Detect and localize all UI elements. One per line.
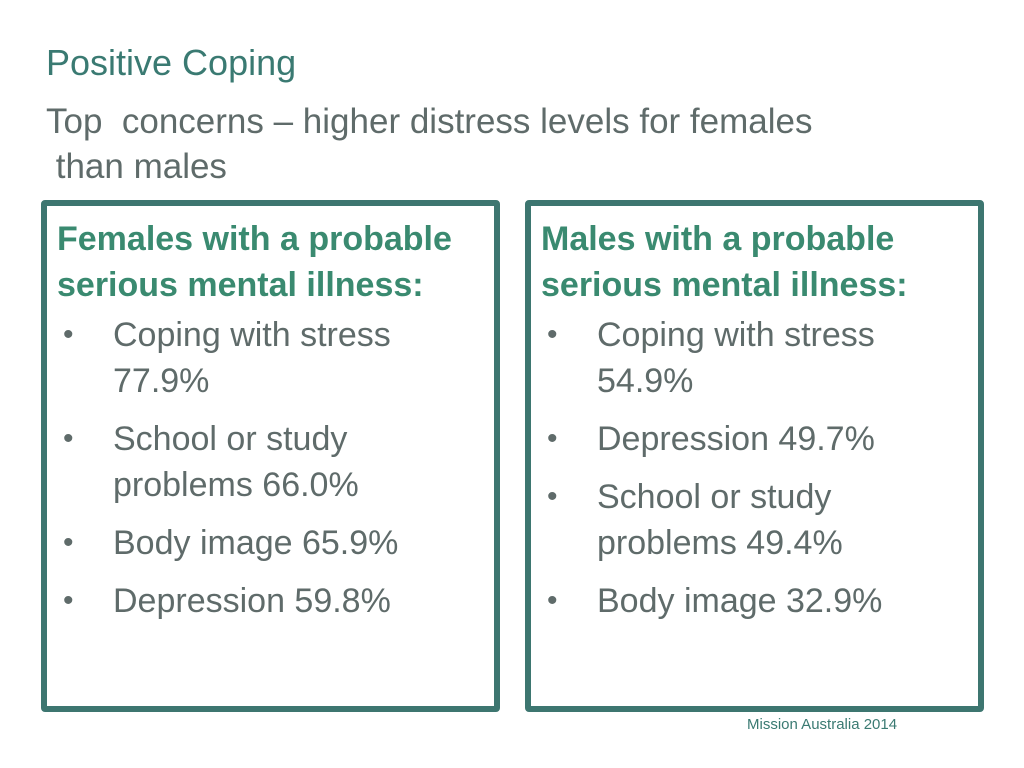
list-item-text: Coping with stress 54.9% — [597, 316, 875, 400]
list-item-text: Body image 32.9% — [597, 582, 883, 620]
bullet-icon: • — [63, 318, 74, 351]
list-item-text: Body image 65.9% — [113, 524, 399, 562]
list-item: • Coping with stress 54.9% — [541, 312, 968, 404]
list-item-text: School or study problems 66.0% — [113, 420, 359, 504]
bullet-icon: • — [547, 318, 558, 351]
females-concerns-list: • Coping with stress 77.9% • School or stu… — [57, 312, 480, 624]
list-item: • Body image 65.9% — [57, 520, 480, 566]
males-box-heading: Males with a probable serious mental ill… — [541, 220, 908, 304]
list-item: • Coping with stress 77.9% — [57, 312, 480, 404]
bullet-icon: • — [547, 422, 558, 455]
females-box-heading: Females with a probable serious mental i… — [57, 220, 452, 304]
list-item-text: Coping with stress 77.9% — [113, 316, 391, 400]
list-item-text: Depression 59.8% — [113, 582, 391, 620]
list-item: • Depression 59.8% — [57, 578, 480, 624]
slide-subtitle: Top concerns – higher distress levels fo… — [46, 102, 813, 186]
slide-title: Positive Coping — [46, 42, 297, 83]
bullet-icon: • — [547, 584, 558, 617]
bullet-icon: • — [63, 584, 74, 617]
list-item-text: School or study problems 49.4% — [597, 478, 843, 562]
list-item-text: Depression 49.7% — [597, 420, 875, 458]
list-item: • School or study problems 66.0% — [57, 416, 480, 508]
bullet-icon: • — [63, 526, 74, 559]
females-box: Females with a probable serious mental i… — [41, 200, 500, 712]
bullet-icon: • — [63, 422, 74, 455]
males-concerns-list: • Coping with stress 54.9% • Depression 49… — [541, 312, 968, 624]
list-item: • School or study problems 49.4% — [541, 474, 968, 566]
bullet-icon: • — [547, 480, 558, 513]
list-item: • Body image 32.9% — [541, 578, 968, 624]
source-footer: Mission Australia 2014 — [747, 716, 898, 733]
males-box: Males with a probable serious mental ill… — [525, 200, 984, 712]
list-item: • Depression 49.7% — [541, 416, 968, 462]
